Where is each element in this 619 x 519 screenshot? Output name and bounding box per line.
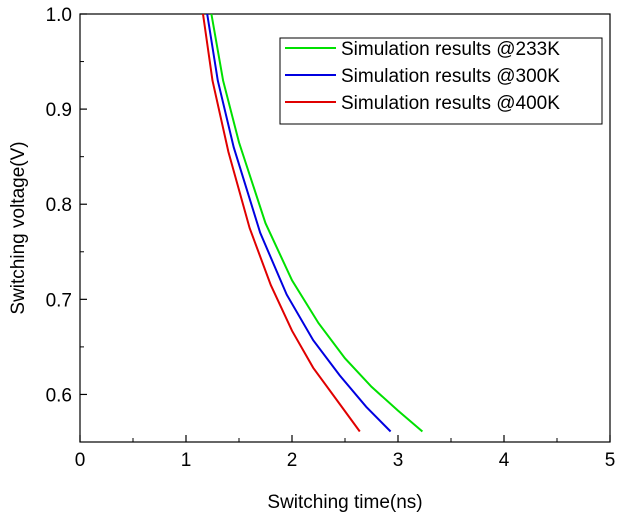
series-lines <box>202 13 424 433</box>
legend-box <box>279 37 603 125</box>
series-line <box>210 13 424 433</box>
legend-label: Simulation results @233K <box>341 39 560 60</box>
x-tick-label: 4 <box>499 450 510 471</box>
legend-label: Simulation results @300K <box>341 66 560 87</box>
y-tick-label: 0.6 <box>46 385 72 406</box>
y-tick-label: 0.9 <box>46 100 72 121</box>
y-axis-ticks: 0.6 0.7 0.8 0.9 1.0 <box>46 5 87 443</box>
legend: Simulation results @233K Simulation resul… <box>279 37 603 125</box>
x-tick-label: 0 <box>75 450 86 471</box>
y-tick-label: 0.7 <box>46 290 72 311</box>
x-tick-label: 1 <box>181 450 192 471</box>
x-axis-title: Switching time(ns) <box>267 492 422 513</box>
y-axis-title: Switching voltage(V) <box>8 141 29 314</box>
legend-items: Simulation results @233K Simulation resul… <box>285 39 560 114</box>
series-line <box>206 13 392 433</box>
x-axis-ticks: 0 1 2 3 4 5 <box>75 435 616 471</box>
series-line <box>202 13 361 433</box>
x-tick-label: 3 <box>393 450 404 471</box>
y-tick-label: 0.8 <box>46 195 72 216</box>
x-tick-label: 5 <box>605 450 616 471</box>
x-tick-label: 2 <box>287 450 298 471</box>
y-tick-label: 1.0 <box>46 5 72 26</box>
legend-label: Simulation results @400K <box>341 93 560 114</box>
